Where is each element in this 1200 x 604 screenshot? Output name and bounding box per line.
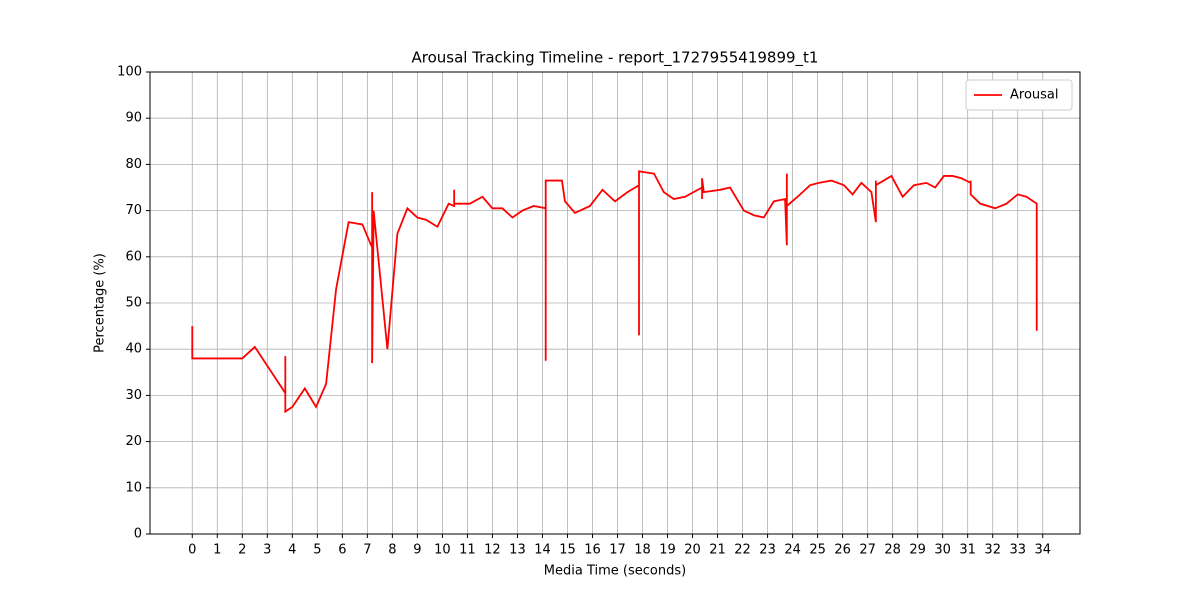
plot-frame: [149, 71, 1081, 535]
x-tick-label: 22: [734, 543, 751, 558]
x-tick-label: 23: [759, 543, 776, 558]
x-tick-label: 17: [609, 543, 626, 558]
x-tick-label: 0: [188, 543, 196, 558]
x-tick-label: 33: [1009, 543, 1026, 558]
x-tick-label: 26: [834, 543, 851, 558]
y-tick-label: 60: [125, 249, 142, 264]
y-axis-label: Percentage (%): [93, 253, 108, 353]
y-tick-label: 10: [125, 480, 142, 495]
x-tick-label: 15: [559, 543, 576, 558]
data-line: [191, 170, 1038, 414]
x-axis-label: Media Time (seconds): [544, 564, 686, 579]
x-tick-label: 31: [959, 543, 976, 558]
y-tick-label: 30: [125, 388, 142, 403]
x-tick-label: 27: [859, 543, 876, 558]
x-tick-label: 29: [909, 543, 926, 558]
x-tick-label: 8: [388, 543, 396, 558]
x-tick-label: 20: [684, 543, 701, 558]
x-tick-label: 9: [413, 543, 421, 558]
y-tick-label: 90: [125, 111, 142, 126]
x-tick-label: 2: [238, 543, 246, 558]
y-tick-label: 70: [125, 203, 142, 218]
y-tick-label: 50: [125, 296, 142, 311]
x-tick-label: 7: [363, 543, 371, 558]
chart-title: Arousal Tracking Timeline - report_17279…: [412, 49, 819, 68]
y-tick-label: 80: [125, 157, 142, 172]
x-tick-label: 21: [709, 543, 726, 558]
x-tick-label: 6: [338, 543, 346, 558]
x-tick-label: 25: [809, 543, 826, 558]
x-tick-label: 11: [459, 543, 476, 558]
x-tick-label: 30: [934, 543, 951, 558]
y-tick-label: 40: [125, 342, 142, 357]
x-tick-label: 10: [434, 543, 451, 558]
legend-box: [965, 79, 1073, 111]
x-tick-label: 1: [213, 543, 221, 558]
legend-label: Arousal: [1010, 88, 1059, 103]
x-tick-label: 18: [634, 543, 651, 558]
x-tick-label: 19: [659, 543, 676, 558]
y-tick-label: 0: [134, 527, 142, 542]
x-tick-label: 14: [534, 543, 551, 558]
x-tick-label: 3: [263, 543, 271, 558]
x-tick-label: 34: [1034, 543, 1051, 558]
x-tick-label: 4: [288, 543, 296, 558]
x-tick-label: 13: [509, 543, 526, 558]
y-tick-label: 100: [117, 65, 142, 80]
x-tick-label: 24: [784, 543, 801, 558]
x-tick-label: 5: [313, 543, 321, 558]
x-tick-label: 28: [884, 543, 901, 558]
x-tick-label: 16: [584, 543, 601, 558]
y-tick-label: 20: [125, 434, 142, 449]
x-tick-label: 12: [484, 543, 501, 558]
x-tick-label: 32: [984, 543, 1001, 558]
